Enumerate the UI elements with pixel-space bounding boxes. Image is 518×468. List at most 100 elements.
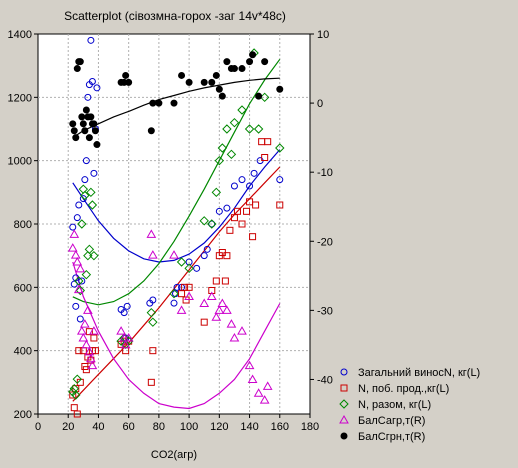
point-series-4 (149, 99, 157, 107)
point-series-4 (70, 127, 78, 135)
point-series-3 (211, 312, 222, 321)
point-series-3 (116, 326, 126, 335)
point-series-0 (75, 201, 83, 209)
point-series-4 (276, 85, 284, 93)
point-series-1 (90, 334, 98, 342)
point-series-4 (249, 51, 257, 59)
point-series-2 (169, 288, 179, 299)
point-series-3 (259, 395, 270, 404)
point-series-2 (81, 269, 92, 280)
point-series-0 (90, 169, 98, 177)
point-series-4 (147, 127, 155, 135)
point-series-2 (146, 307, 157, 318)
point-series-1 (181, 283, 189, 291)
point-series-4 (170, 99, 178, 107)
point-series-1 (226, 226, 234, 234)
point-series-4 (72, 134, 80, 142)
x-tick-label: 60 (123, 421, 135, 433)
point-series-4 (155, 99, 163, 107)
point-series-4 (122, 71, 130, 79)
point-series-1 (75, 347, 83, 355)
point-series-1 (149, 347, 157, 355)
point-series-4 (76, 58, 84, 66)
point-series-4 (223, 58, 231, 66)
y-right-tick-label: -30 (317, 305, 333, 317)
point-series-3 (229, 332, 240, 342)
point-series-4 (178, 71, 186, 79)
point-series-1 (243, 207, 251, 215)
point-series-2 (237, 105, 247, 115)
point-series-3 (84, 346, 95, 356)
point-series-1 (249, 233, 257, 241)
point-series-3 (86, 353, 96, 363)
point-series-2 (87, 200, 98, 210)
point-series-4 (212, 71, 220, 79)
legend-label-0: Загальний виносN, кг(L) (358, 367, 480, 379)
point-series-3 (247, 374, 258, 383)
point-series-3 (81, 339, 92, 349)
point-series-1 (91, 347, 99, 355)
point-series-4 (246, 58, 254, 66)
point-series-1 (252, 201, 260, 209)
point-series-1 (76, 378, 84, 386)
point-series-2 (148, 317, 158, 327)
point-series-2 (176, 257, 187, 267)
point-series-3 (226, 319, 237, 328)
chart-title: Scatterplot (сівозмна-горох -заг 14v*48c… (64, 9, 286, 23)
point-series-0 (93, 84, 101, 92)
point-series-0 (87, 36, 95, 44)
point-series-4 (261, 58, 269, 66)
point-series-0 (230, 182, 238, 190)
y-right-tick-label: -40 (317, 374, 333, 386)
point-series-4 (215, 85, 223, 93)
fit-curve-series-0 (72, 149, 281, 263)
point-series-2 (71, 390, 81, 400)
point-series-2 (217, 143, 228, 153)
point-series-0 (69, 223, 77, 231)
point-series-1 (221, 277, 229, 285)
point-series-0 (81, 176, 89, 184)
point-series-2 (222, 124, 232, 134)
point-series-2 (84, 244, 95, 255)
y-left-tick-label: 1000 (8, 156, 32, 168)
point-series-0 (88, 78, 96, 85)
y-right-tick-label: -20 (317, 236, 333, 248)
point-series-4 (78, 113, 86, 121)
y-left-tick-label: 1400 (8, 29, 32, 41)
point-series-3 (120, 339, 131, 349)
point-series-3 (123, 332, 134, 342)
point-series-3 (217, 298, 228, 307)
point-series-0 (208, 220, 216, 228)
point-series-1 (85, 328, 93, 336)
point-series-0 (78, 277, 86, 285)
point-series-4 (79, 120, 87, 128)
point-series-4 (91, 127, 99, 135)
point-series-3 (83, 305, 93, 314)
point-series-3 (206, 291, 217, 301)
point-series-4 (185, 78, 193, 86)
point-series-0 (123, 302, 131, 310)
point-series-2 (77, 219, 87, 229)
x-tick-label: 0 (35, 421, 41, 433)
point-series-3 (72, 256, 83, 266)
point-series-1 (261, 154, 269, 161)
y-left-tick-label: 600 (14, 282, 32, 294)
point-series-3 (75, 263, 86, 273)
point-series-0 (200, 252, 208, 260)
point-series-3 (73, 284, 84, 294)
legend-marker-3 (339, 414, 349, 424)
point-series-1 (264, 138, 272, 146)
x-tick-label: 40 (92, 421, 104, 433)
point-series-2 (226, 149, 237, 160)
x-tick-label: 100 (180, 421, 198, 433)
point-series-4 (85, 134, 93, 142)
legend-marker-4 (340, 432, 348, 440)
point-series-3 (222, 305, 232, 314)
point-series-4 (255, 92, 263, 100)
point-series-0 (246, 182, 254, 190)
y-left-tick-label: 800 (14, 219, 32, 231)
point-series-4 (218, 92, 226, 100)
point-series-0 (215, 207, 223, 215)
point-series-2 (244, 124, 255, 134)
y-right-tick-label: -10 (317, 167, 333, 179)
